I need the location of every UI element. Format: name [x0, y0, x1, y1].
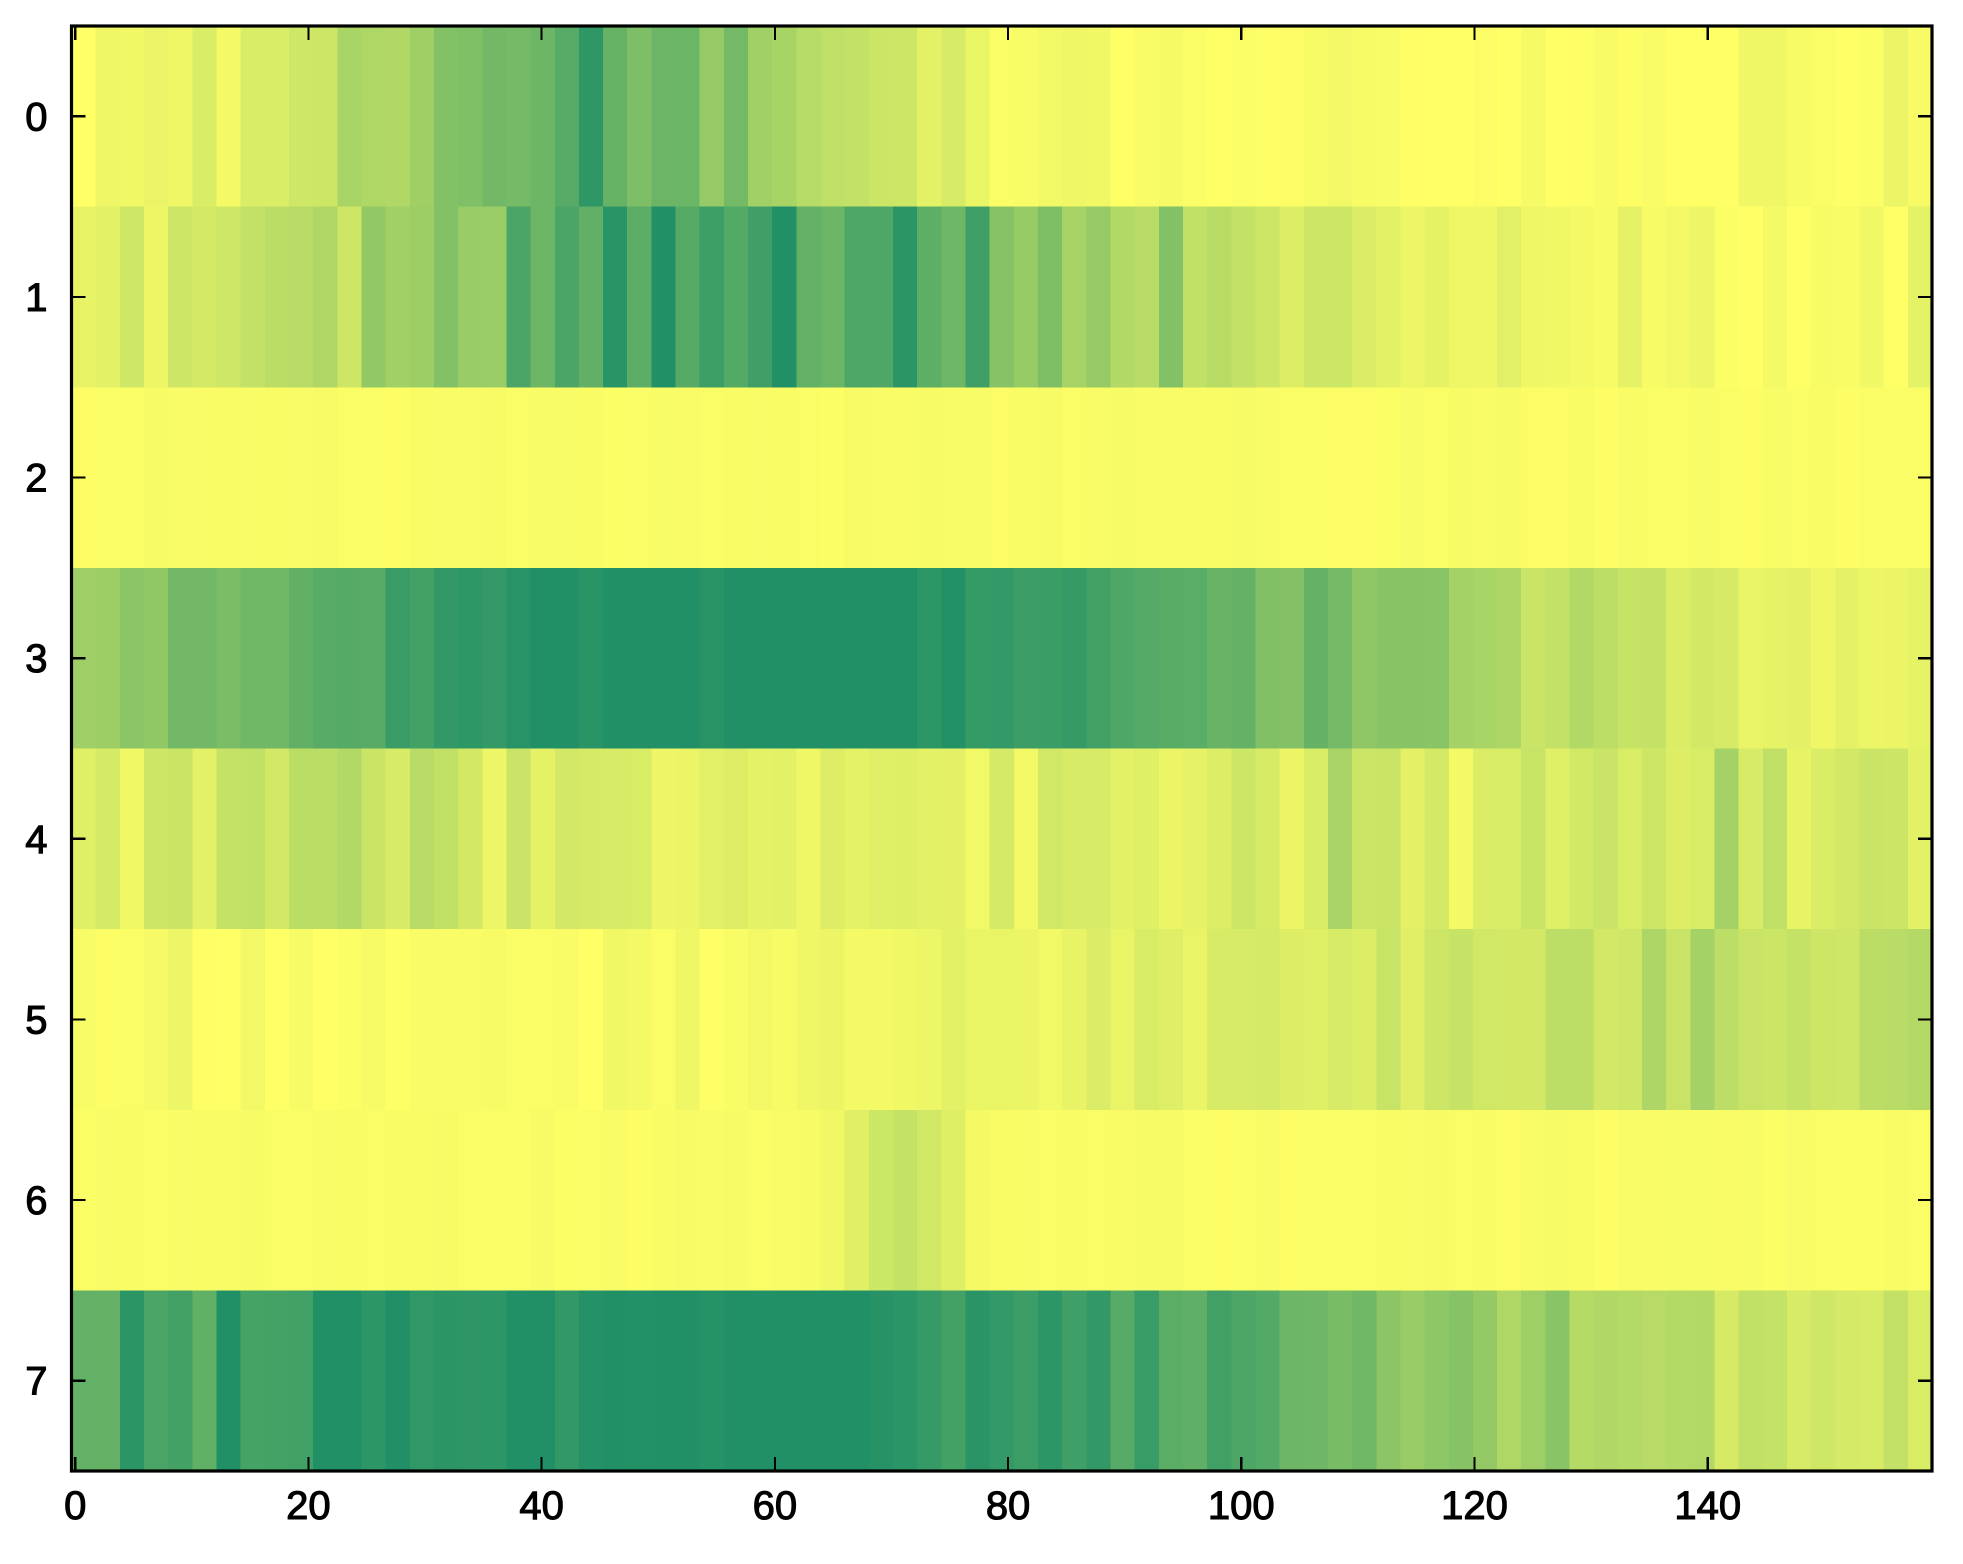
- svg-text:140: 140: [1674, 1484, 1741, 1528]
- svg-text:60: 60: [753, 1484, 798, 1528]
- svg-text:1: 1: [25, 276, 47, 320]
- svg-text:7: 7: [25, 1360, 47, 1404]
- svg-text:3: 3: [25, 637, 47, 681]
- svg-text:0: 0: [64, 1484, 86, 1528]
- svg-text:80: 80: [986, 1484, 1031, 1528]
- svg-text:120: 120: [1441, 1484, 1508, 1528]
- svg-text:6: 6: [25, 1179, 47, 1223]
- svg-text:2: 2: [25, 457, 47, 501]
- svg-text:40: 40: [519, 1484, 564, 1528]
- svg-text:4: 4: [25, 818, 47, 862]
- svg-text:100: 100: [1208, 1484, 1275, 1528]
- svg-text:0: 0: [25, 95, 47, 139]
- svg-text:20: 20: [286, 1484, 331, 1528]
- svg-text:5: 5: [25, 998, 47, 1042]
